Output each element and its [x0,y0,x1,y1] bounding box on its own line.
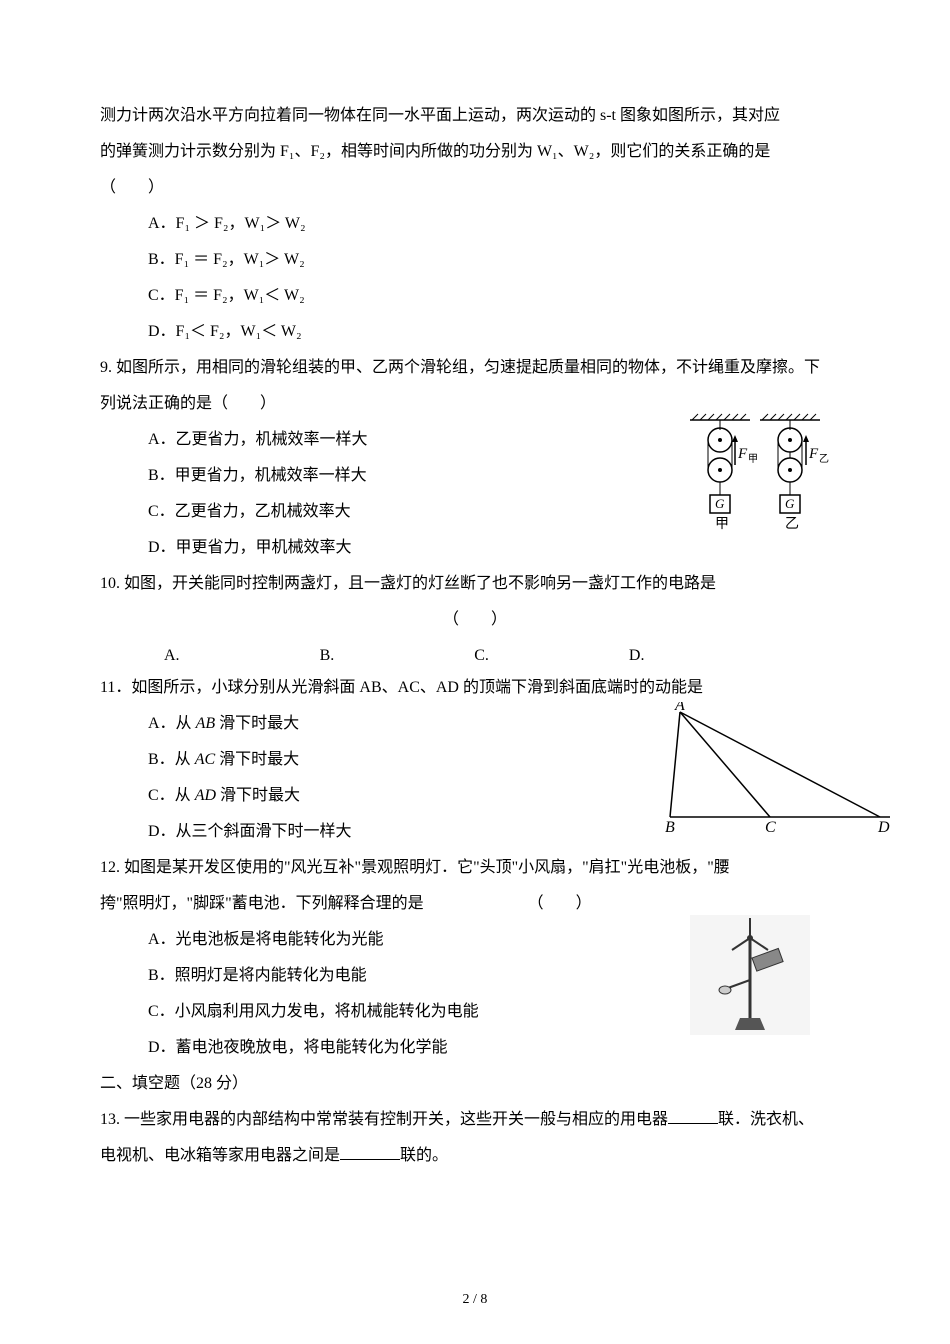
q12-stem-line1: 12. 如图是某开发区使用的"风光互补"景观照明灯．它"头顶"小风扇，"肩扛"光… [100,852,850,884]
q8-option-c: C．F₁ ＝ F₂，W₁＜ W₂ [100,280,850,312]
q10-option-d: D. [629,640,645,672]
q8-stem-line2: 的弹簧测力计示数分别为 F₁、F₂，相等时间内所做的功分别为 W₁、W₂，则它们… [100,136,850,168]
q10-option-a: A. [164,640,180,672]
q13-line1: 13. 一些家用电器的内部结构中常常装有控制开关，这些开关一般与相应的用电器 联．… [100,1104,850,1136]
q10-options-row: A. B. C. D. [100,640,850,672]
svg-text:甲: 甲 [748,454,758,465]
svg-text:甲: 甲 [715,517,729,532]
q13-text-d: 联的。 [400,1147,448,1164]
lamp-diagram [680,910,820,1040]
q8-option-d: D．F₁＜ F₂，W₁＜ W₂ [100,316,850,348]
q10-option-b: B. [320,640,335,672]
q10-bracket: （ ） [100,604,850,636]
q8-bracket: （ ） [100,172,850,204]
q8-option-a: A．F₁ ＞ F₂，W₁＞ W₂ [100,208,850,240]
q11-stem-text: 11．如图所示，小球分别从光滑斜面 AB、AC、AD 的顶端下滑到斜面底端时的动… [100,679,703,696]
q13-text-a: 13. 一些家用电器的内部结构中常常装有控制开关，这些开关一般与相应的用电器 [100,1111,668,1128]
svg-text:F: F [808,446,819,462]
q8-stem-line1: 测力计两次沿水平方向拉着同一物体在同一水平面上运动，两次运动的 s-t 图象如图… [100,100,850,132]
q13-blank1 [668,1108,718,1124]
page-number: 2 / 8 [0,1286,950,1314]
svg-text:D: D [877,819,890,832]
q13-text-b: 联．洗衣机、 [718,1111,814,1128]
pulley-diagram: G 甲 F 甲 G 乙 F 乙 [680,410,830,560]
svg-text:A: A [674,702,685,714]
svg-text:B: B [665,819,675,832]
svg-text:乙: 乙 [785,516,799,532]
svg-text:F: F [737,446,748,462]
svg-text:G: G [785,496,795,511]
q13-line2: 电视机、电冰箱等家用电器之间是 联的。 [100,1140,850,1172]
section2-title: 二、填空题（28 分） [100,1068,850,1100]
svg-text:C: C [765,819,776,832]
q8-option-b: B．F₁ ＝ F₂，W₁＞ W₂ [100,244,850,276]
q11-stem: 11．如图所示，小球分别从光滑斜面 AB、AC、AD 的顶端下滑到斜面底端时的动… [100,672,850,704]
q10-option-c: C. [474,640,489,672]
svg-text:乙: 乙 [819,453,829,465]
q9-stem-line1: 9. 如图所示，用相同的滑轮组装的甲、乙两个滑轮组，匀速提起质量相同的物体，不计… [100,352,850,384]
q13-text-c: 电视机、电冰箱等家用电器之间是 [100,1147,340,1164]
incline-diagram: A B C D [620,702,900,832]
q10-stem: 10. 如图，开关能同时控制两盏灯，且一盏灯的灯丝断了也不影响另一盏灯工作的电路… [100,568,850,600]
q13-blank2 [340,1144,400,1160]
svg-text:G: G [715,496,725,511]
